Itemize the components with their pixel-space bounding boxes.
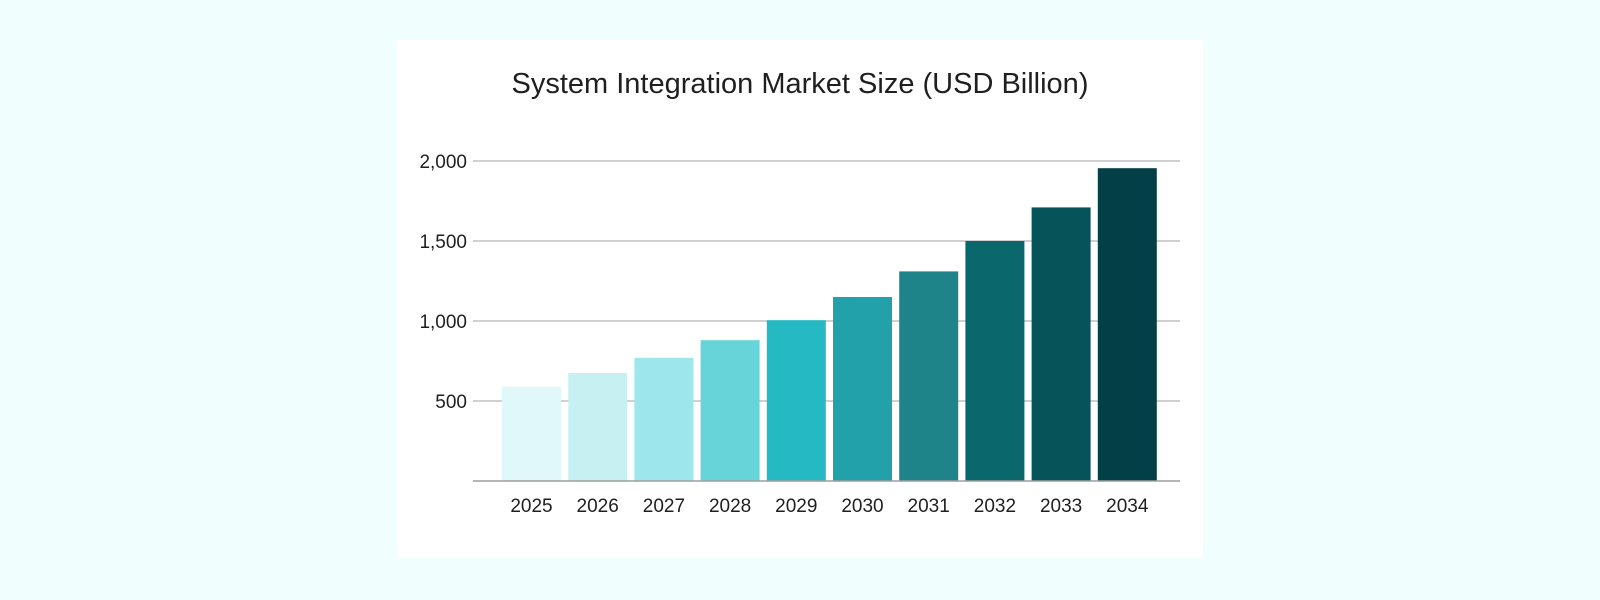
bar-2025 xyxy=(502,386,561,481)
y-tick-label: 1,000 xyxy=(419,312,467,333)
chart-title: System Integration Market Size (USD Bill… xyxy=(511,68,1089,100)
y-tick-label: 500 xyxy=(435,392,467,413)
bar-2028 xyxy=(700,340,760,481)
bar-2032 xyxy=(965,241,1025,481)
x-tick-label: 2034 xyxy=(1106,496,1149,517)
bar-2026 xyxy=(568,373,628,481)
y-tick-label: 1,500 xyxy=(419,232,467,253)
x-tick-label: 2027 xyxy=(643,496,685,517)
bar-2030 xyxy=(833,297,892,481)
bars xyxy=(502,168,1157,481)
bar-2034 xyxy=(1097,168,1157,481)
bar-2027 xyxy=(634,357,694,481)
x-tick-label: 2033 xyxy=(1040,496,1082,517)
x-tick-label: 2025 xyxy=(510,496,552,517)
x-tick-label: 2026 xyxy=(577,496,619,517)
x-axis-tick-labels: 2025 2026 2027 2028 2029 2030 2031 2032 2033 2034 xyxy=(510,496,1149,517)
x-tick-label: 2029 xyxy=(775,496,817,517)
x-tick-label: 2031 xyxy=(908,496,950,517)
bar-2029 xyxy=(766,320,826,481)
x-tick-label: 2032 xyxy=(974,496,1016,517)
x-tick-label: 2030 xyxy=(841,496,883,517)
y-tick-label: 2,000 xyxy=(419,152,467,173)
y-axis-tick-labels: 500 1,000 1,500 2,000 xyxy=(419,152,467,413)
bar-2031 xyxy=(899,271,959,481)
x-tick-label: 2028 xyxy=(709,496,751,517)
bar-2033 xyxy=(1031,207,1091,481)
